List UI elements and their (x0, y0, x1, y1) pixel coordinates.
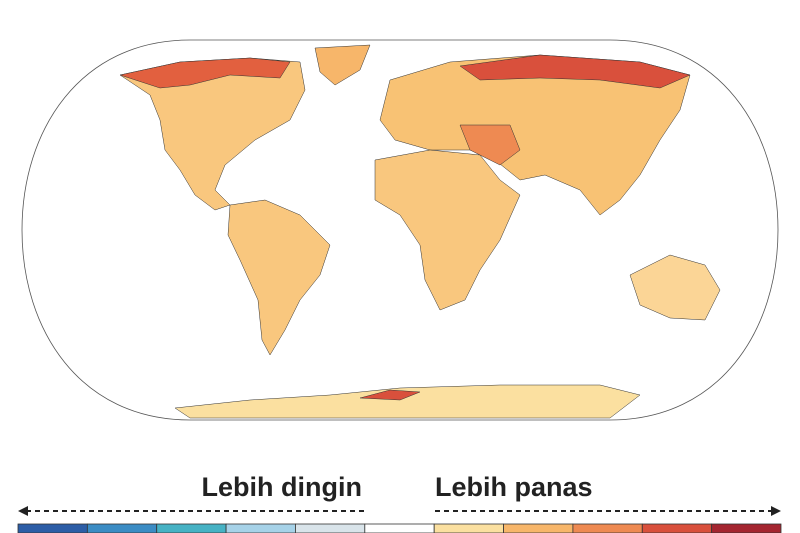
africa (374, 149, 521, 311)
north-america-arctic (119, 57, 291, 89)
north-america (119, 57, 306, 211)
color-swatch (641, 523, 713, 533)
color-swatch (364, 523, 435, 533)
antarctica (174, 384, 641, 419)
cooler-arrowhead (18, 506, 28, 516)
australia (629, 254, 721, 321)
world-map (21, 39, 779, 421)
russia-north (459, 54, 691, 89)
color-swatch (17, 523, 88, 533)
south-america (227, 199, 331, 356)
color-swatch (503, 523, 574, 533)
color-swatch (433, 523, 504, 533)
warmer-arrowhead (771, 506, 781, 516)
antarctica-warm (359, 389, 421, 401)
cooler-label: Lebih dingin (202, 472, 362, 502)
color-swatch (295, 523, 366, 533)
color-swatch (572, 523, 643, 533)
color-swatch (711, 523, 782, 533)
greenland (314, 44, 371, 86)
color-scale (17, 523, 782, 533)
color-swatch (86, 523, 158, 533)
warmer-label: Lebih panas (435, 472, 593, 502)
middle-east (459, 124, 521, 166)
color-swatch (225, 523, 296, 533)
color-swatch (156, 523, 227, 533)
